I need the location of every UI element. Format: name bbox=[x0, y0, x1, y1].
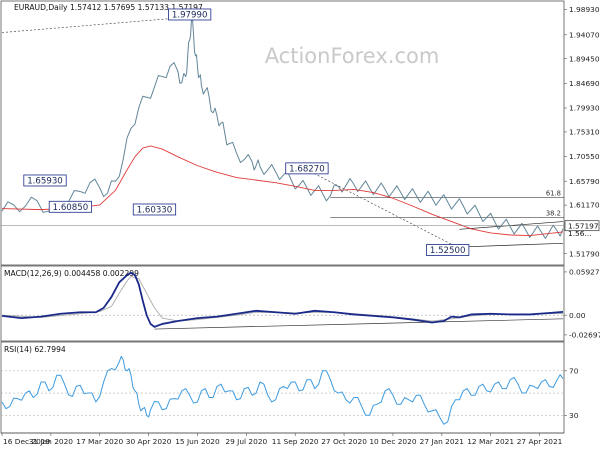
under-price-label: 1.56... bbox=[568, 229, 592, 238]
dashed-trendline bbox=[1, 16, 190, 33]
x-tick-label: 27 Oct 2020 bbox=[321, 437, 367, 446]
macd-series bbox=[1, 271, 564, 330]
annotation-text: 1.68270 bbox=[289, 164, 325, 174]
x-tick-label: 17 Mar 2020 bbox=[76, 437, 123, 446]
rsi-y-ticks: 70 30 bbox=[564, 366, 579, 420]
macd-header: MACD(12,26,9) 0.004458 0.002299 bbox=[4, 269, 139, 278]
price-tick-label: 1.70550 bbox=[569, 152, 600, 161]
price-annotation: 1.52500 bbox=[426, 244, 470, 256]
annotation-box bbox=[168, 8, 212, 21]
annotation-box bbox=[132, 203, 177, 216]
price-tick-label: 1.79930 bbox=[569, 104, 600, 113]
price-annotation: 1.60330 bbox=[132, 203, 177, 216]
annotation-box bbox=[426, 244, 470, 256]
macd-line bbox=[1, 271, 564, 328]
moving-average bbox=[1, 145, 564, 236]
last-price-box bbox=[564, 220, 600, 232]
macd-trendline bbox=[154, 318, 564, 330]
x-tick-label: 12 Mar 2021 bbox=[467, 437, 514, 446]
price-annotation: 1.68270 bbox=[285, 162, 329, 175]
x-tick-label: 31 Jan 2020 bbox=[29, 437, 74, 446]
price-tick-label: 1.89450 bbox=[569, 54, 600, 63]
rsi-line bbox=[1, 355, 564, 425]
price-tick-label: 1.94070 bbox=[569, 30, 600, 39]
resistance-trendline bbox=[459, 221, 564, 230]
x-tick-label: 16 Dec 2019 bbox=[3, 437, 51, 446]
annotation-text: 1.97990 bbox=[172, 11, 208, 21]
annotation-text: 1.65930 bbox=[27, 177, 63, 187]
annotation-box bbox=[48, 200, 93, 213]
watermark: ActionForex.com bbox=[265, 44, 440, 68]
price-line bbox=[1, 16, 564, 239]
last-price-tag: 1.57197 1.56... bbox=[1, 220, 600, 238]
moving-average-line bbox=[1, 145, 564, 236]
macd-tick-label: -0.026978 bbox=[569, 330, 600, 339]
price-y-ticks: 1.98930 1.94070 1.89450 1.84690 1.79930 1.753… bbox=[564, 5, 600, 258]
annotation-box bbox=[23, 174, 67, 187]
price-annotation: 1.60850 bbox=[48, 200, 93, 213]
annotation-text: 1.52500 bbox=[430, 246, 466, 256]
rsi-tick-label: 70 bbox=[569, 366, 579, 375]
x-tick-label: 10 Dec 2020 bbox=[369, 437, 417, 446]
macd-y-ticks: 0.059272 0.00 -0.026978 bbox=[564, 268, 600, 339]
macd-tick-label: 0.00 bbox=[569, 311, 586, 320]
rsi-header: RSI(14) 62.7994 bbox=[4, 345, 66, 354]
macd-tick-label: 0.059272 bbox=[569, 268, 600, 277]
rsi-panel: RSI(14) 62.7994 70 30 bbox=[0, 341, 579, 434]
x-tick-label: 11 Sep 2020 bbox=[272, 437, 319, 446]
price-annotation: 1.97990 bbox=[168, 8, 212, 21]
x-tick-label: 15 Jun 2020 bbox=[175, 437, 220, 446]
fib-label: 38.2 bbox=[546, 210, 561, 218]
annotation-text: 1.60330 bbox=[137, 206, 173, 216]
rsi-tick-label: 30 bbox=[569, 411, 579, 420]
fib-levels: 61.8 38.2 bbox=[330, 190, 564, 218]
x-tick-label: 30 Apr 2020 bbox=[126, 437, 172, 446]
annotation-text: 1.60850 bbox=[53, 203, 89, 213]
x-tick-label: 27 Jan 2021 bbox=[420, 437, 465, 446]
price-tick-label: 1.65790 bbox=[569, 177, 600, 186]
price-tick-label: 1.51790 bbox=[569, 249, 600, 258]
price-series bbox=[1, 16, 564, 239]
price-header: EURAUD,Daily 1.57412 1.57695 1.57133 1.5… bbox=[14, 3, 203, 12]
x-tick-label: 29 Jul 2020 bbox=[225, 437, 267, 446]
price-tick-label: 1.61170 bbox=[569, 201, 600, 210]
price-tick-label: 1.98930 bbox=[569, 5, 600, 14]
price-tick-label: 1.84690 bbox=[569, 79, 600, 88]
x-tick-label: 27 Apr 2021 bbox=[517, 437, 563, 446]
price-panel-frame bbox=[0, 0, 565, 266]
price-tick-label: 1.75310 bbox=[569, 128, 600, 137]
macd-panel: MACD(12,26,9) 0.004458 0.002299 0.059272… bbox=[0, 265, 600, 342]
last-price-label: 1.57197 bbox=[568, 221, 599, 230]
price-annotation: 1.65930 bbox=[23, 174, 67, 187]
fib-label: 61.8 bbox=[546, 190, 561, 198]
annotation-box bbox=[285, 162, 329, 175]
rsi-series bbox=[1, 355, 564, 425]
price-panel: ActionForex.com EURAUD,Daily 1.57412 1.5… bbox=[0, 0, 600, 266]
macd-panel-frame bbox=[0, 265, 565, 342]
price-annotations: 1.97990 1.65930 1.60850 1.60330 1.68270 1.525… bbox=[23, 8, 470, 256]
